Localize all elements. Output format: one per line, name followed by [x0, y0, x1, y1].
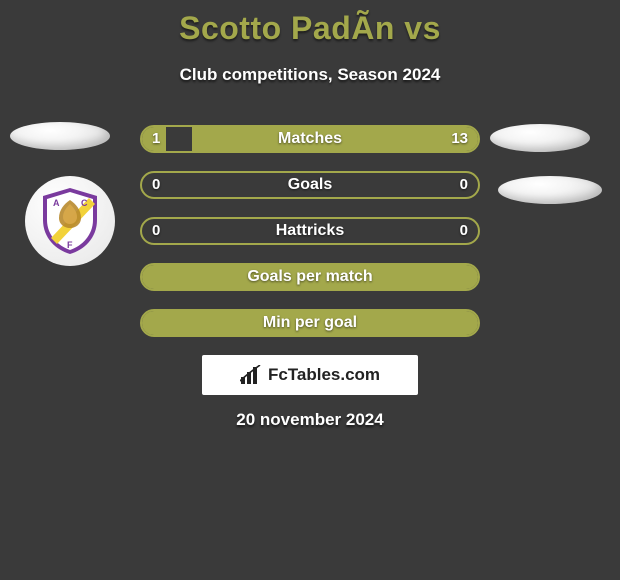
brand-label: FcTables.com — [268, 365, 380, 385]
comparison-bars: 113Matches 00Goals 00Hattricks Goals per ma… — [140, 125, 480, 355]
bar-chart-icon — [240, 365, 262, 385]
club-crest-icon: A C F — [39, 186, 101, 256]
stat-row: 00Hattricks — [140, 217, 480, 245]
team-left-badge: A C F — [25, 176, 115, 266]
source-brand[interactable]: FcTables.com — [202, 355, 418, 395]
stat-row: Goals per match — [140, 263, 480, 291]
stat-label: Goals per match — [142, 265, 478, 289]
player-left-avatar — [10, 122, 110, 150]
player-right-avatar — [490, 124, 590, 152]
stat-row: Min per goal — [140, 309, 480, 337]
player-right-avatar-2 — [498, 176, 602, 204]
comparison-subtitle: Club competitions, Season 2024 — [0, 65, 620, 85]
stat-label: Matches — [142, 127, 478, 151]
comparison-title: Scotto PadÃ­n vs — [0, 0, 620, 47]
svg-text:A: A — [53, 198, 60, 208]
svg-text:C: C — [81, 198, 88, 208]
stat-label: Hattricks — [142, 219, 478, 243]
stat-label: Min per goal — [142, 311, 478, 335]
svg-text:F: F — [67, 240, 73, 250]
stat-row: 00Goals — [140, 171, 480, 199]
snapshot-date: 20 november 2024 — [0, 410, 620, 430]
stat-label: Goals — [142, 173, 478, 197]
stat-row: 113Matches — [140, 125, 480, 153]
